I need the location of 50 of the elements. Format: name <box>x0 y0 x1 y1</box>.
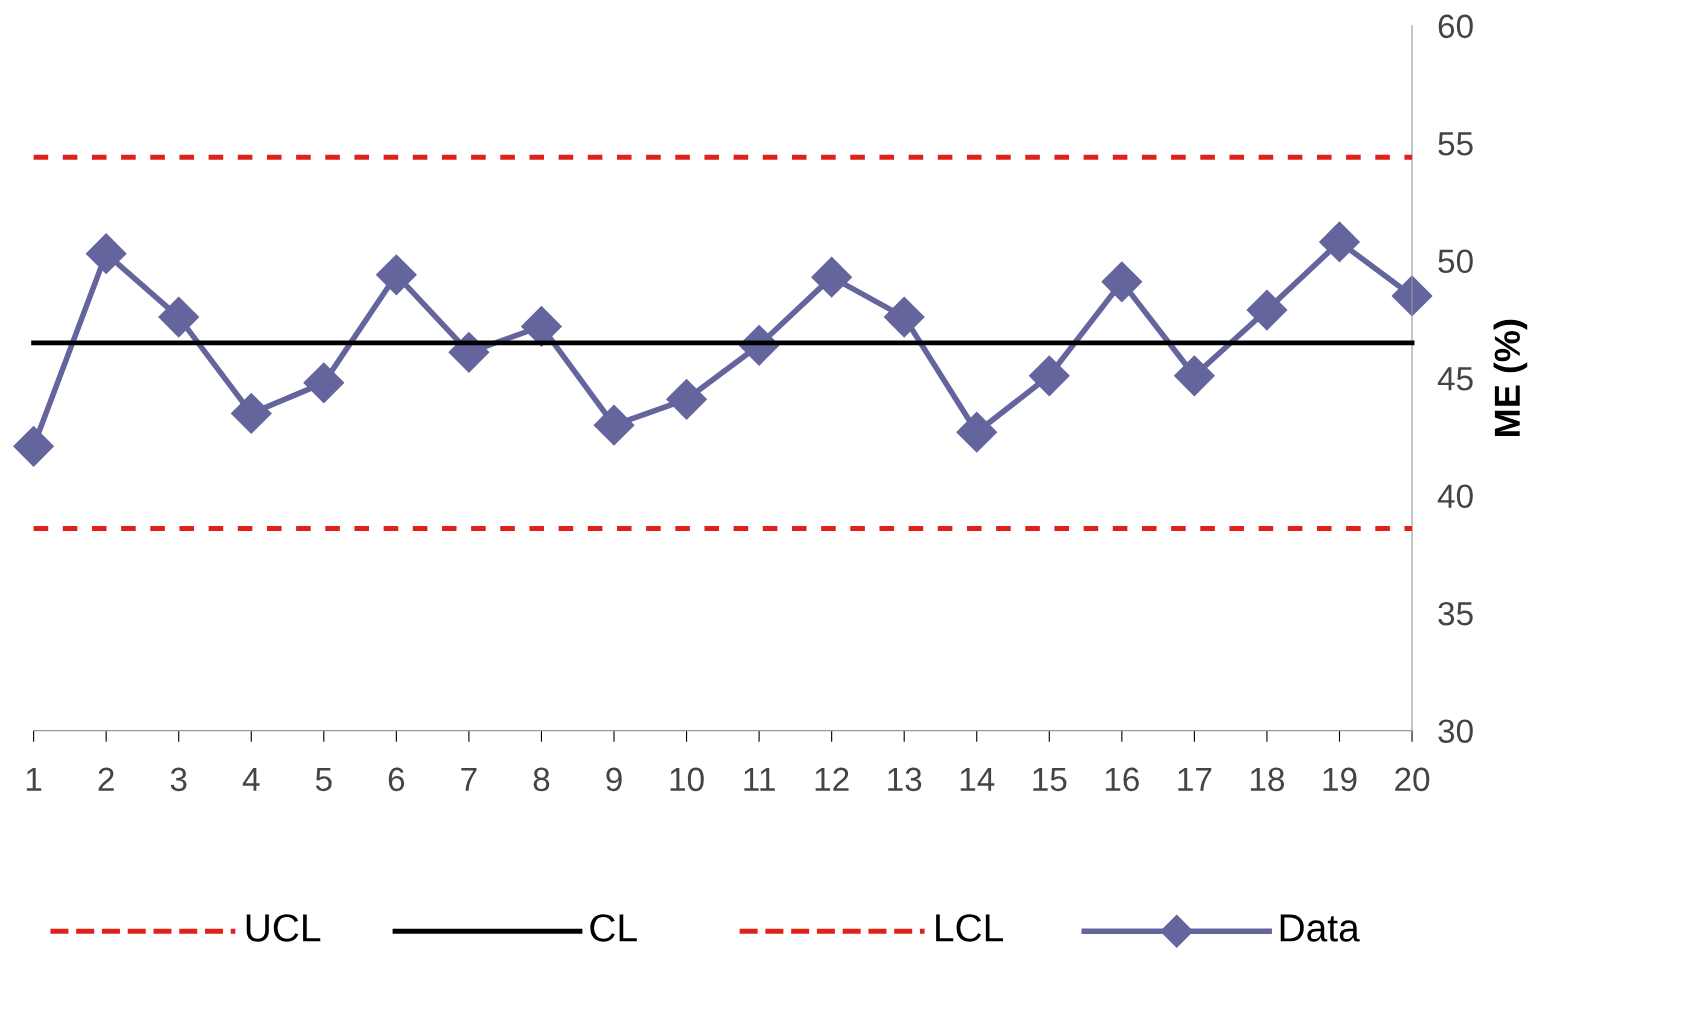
point <box>956 411 998 453</box>
x-tick-label: 20 <box>1395 767 1430 792</box>
x-tick-label: 14 <box>960 767 995 791</box>
y-axis-title: ME (%) <box>1493 319 1528 436</box>
point <box>85 233 127 274</box>
y-tick-label: 40 <box>1437 484 1473 509</box>
point <box>13 425 54 467</box>
point <box>1391 275 1433 317</box>
point <box>1174 355 1215 397</box>
x-tick-label: 2 <box>98 767 114 791</box>
legend-label: LCL <box>936 914 1004 942</box>
legend-label: Data <box>1280 914 1360 942</box>
point <box>666 378 707 420</box>
x-tick-label: 8 <box>533 767 550 792</box>
point <box>1319 221 1360 263</box>
legend-label: CL <box>590 914 637 942</box>
point <box>303 362 345 404</box>
point <box>883 296 925 338</box>
y-tick-label: 45 <box>1437 367 1473 391</box>
x-tick-label: 18 <box>1250 767 1285 792</box>
point <box>593 404 635 446</box>
x-tick-label: 10 <box>670 767 704 792</box>
point <box>230 393 272 434</box>
x-tick-label: 7 <box>461 767 477 791</box>
x-tick-label: 9 <box>606 767 622 792</box>
x-tick-label: 13 <box>888 767 922 792</box>
legend-label: UCL <box>246 914 321 942</box>
y-tick-label: 60 <box>1438 14 1473 39</box>
x-tick-label: 11 <box>744 767 775 791</box>
y-tick-label: 30 <box>1438 719 1473 743</box>
x-tick-label: 4 <box>242 767 260 791</box>
point <box>376 254 417 296</box>
point <box>1101 261 1143 303</box>
x-tick-label: 3 <box>170 767 187 792</box>
x-tick-label: 1 <box>26 767 42 791</box>
x-tick-label: 17 <box>1178 767 1212 791</box>
x-tick-label: 15 <box>1033 767 1067 792</box>
x-tick-label: 19 <box>1323 767 1357 792</box>
y-tick-label: 55 <box>1438 132 1473 156</box>
x-tick-label: 16 <box>1105 767 1139 792</box>
point <box>1028 355 1070 397</box>
y-tick-label: 50 <box>1438 249 1473 274</box>
point <box>521 306 562 347</box>
point <box>1246 289 1288 331</box>
point <box>811 256 852 298</box>
point <box>158 296 200 338</box>
x-tick-label: 6 <box>388 767 405 792</box>
x-tick-label: 5 <box>315 767 332 792</box>
y-tick-label: 35 <box>1438 601 1473 626</box>
x-tick-label: 12 <box>815 767 849 791</box>
